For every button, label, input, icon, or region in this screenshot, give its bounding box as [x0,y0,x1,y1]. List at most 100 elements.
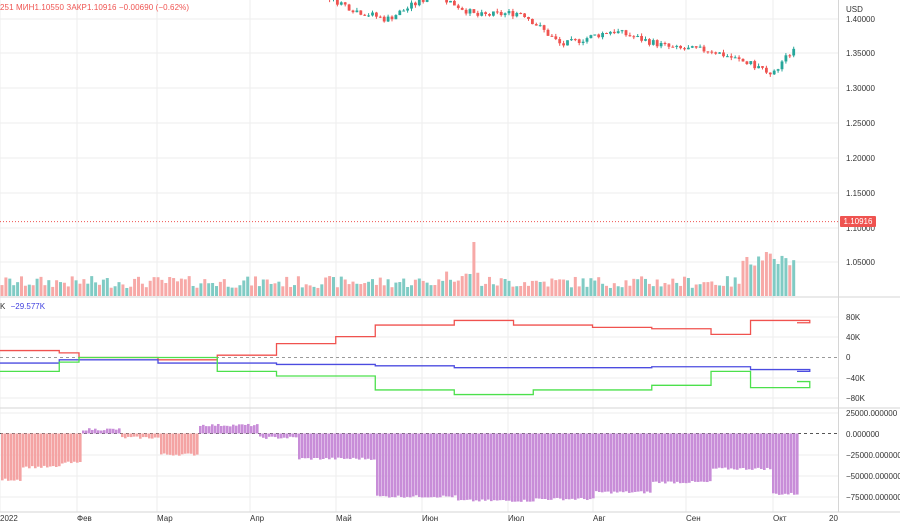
histogram-bar [559,433,562,499]
histogram-bar [250,426,253,434]
histogram-bar [610,433,613,494]
histogram-bar [199,425,202,434]
histogram-bar [385,433,388,497]
volume-bar [640,276,644,296]
volume-bar [59,282,62,296]
time-label: Июл [508,514,525,523]
histogram-bar [787,433,790,495]
histogram-bar [217,423,220,434]
price-tick: 1.20000 [846,154,875,163]
volume-bar [332,277,335,296]
volume-bar [620,287,624,296]
volume-bar [733,277,737,296]
volume-bar [156,277,160,296]
histogram-bar [760,433,763,469]
histogram-bar [295,433,298,438]
volume-bar [351,281,355,296]
volume-bar [749,264,753,296]
candle-body [359,10,363,15]
histogram-bar [658,433,661,484]
histogram-bar [325,433,328,458]
volume-bar [437,279,441,296]
candle-body [398,10,402,16]
candle-body [355,10,359,13]
histogram-bar [427,433,430,498]
candle-body [636,35,640,37]
histogram-bar [577,433,580,499]
histogram-bar [190,433,193,454]
histogram-bar [688,433,691,483]
histogram-bar [418,433,421,498]
candle-body [456,5,460,8]
candle-body [702,46,706,52]
histogram-bar [214,425,217,434]
histogram-bar [679,433,682,484]
candle-body [421,0,425,2]
volume-bar [745,256,749,296]
histogram-bar [343,433,346,459]
histogram-bar [583,433,586,500]
histogram-bar [682,433,685,483]
histogram-bar [202,424,205,434]
histogram-bar [775,433,778,494]
histogram-bar [487,433,490,500]
volume-bar [690,287,694,296]
volume-bar [655,279,659,296]
histogram-bar [592,433,595,499]
histogram-bar [589,433,592,500]
volume-bar [234,287,238,296]
histogram-bar [310,433,313,460]
volume-bar [254,276,257,296]
histogram-bar [259,433,262,437]
volume-bar [452,281,456,296]
histogram-bar [547,433,550,500]
histogram-bar [145,433,148,438]
volume-bar [683,276,686,296]
volume-bar [183,279,187,296]
histogram-bar [79,433,82,463]
histogram-bar [94,428,97,434]
histogram-bar [637,433,640,492]
histogram-bar [265,433,268,439]
histogram-bar [505,433,508,501]
histogram-bar [4,433,7,479]
price-tick: 1.30000 [846,84,875,93]
candle-body [495,11,499,13]
histogram-bar [19,433,22,481]
volume-bar [761,260,764,296]
volume-bar [164,283,168,296]
histogram-bar [568,433,571,500]
volume-bar [503,278,507,296]
time-label: 2022 [0,514,18,523]
histogram-bar [580,433,583,498]
candle-body [589,35,593,39]
histogram-bar [718,433,721,468]
histogram-bar [280,433,283,439]
histogram-bar [463,433,466,501]
histogram-bar [655,433,658,482]
volume-bar [406,286,410,296]
candle-body [546,29,550,36]
volume-bar [121,284,125,296]
net-tick: −75000.000000 [846,493,900,502]
histogram-bar [154,433,157,438]
candle-body [445,0,448,3]
histogram-bar [622,433,625,493]
candle-body [573,39,577,41]
volume-bar [43,285,47,296]
volume-bar [339,276,343,296]
time-label: Апр [250,514,265,523]
volume-bar [296,276,300,296]
volume-bar [27,284,31,296]
candle-body [499,12,503,16]
candle-body [675,45,679,47]
volume-bar [335,287,339,296]
candle-body [570,39,573,41]
volume-bar [546,286,550,296]
histogram-bar [496,433,499,501]
volume-bar [585,286,589,296]
volume-bar [289,286,293,296]
volume-bar [277,281,281,296]
histogram-bar [370,433,373,460]
